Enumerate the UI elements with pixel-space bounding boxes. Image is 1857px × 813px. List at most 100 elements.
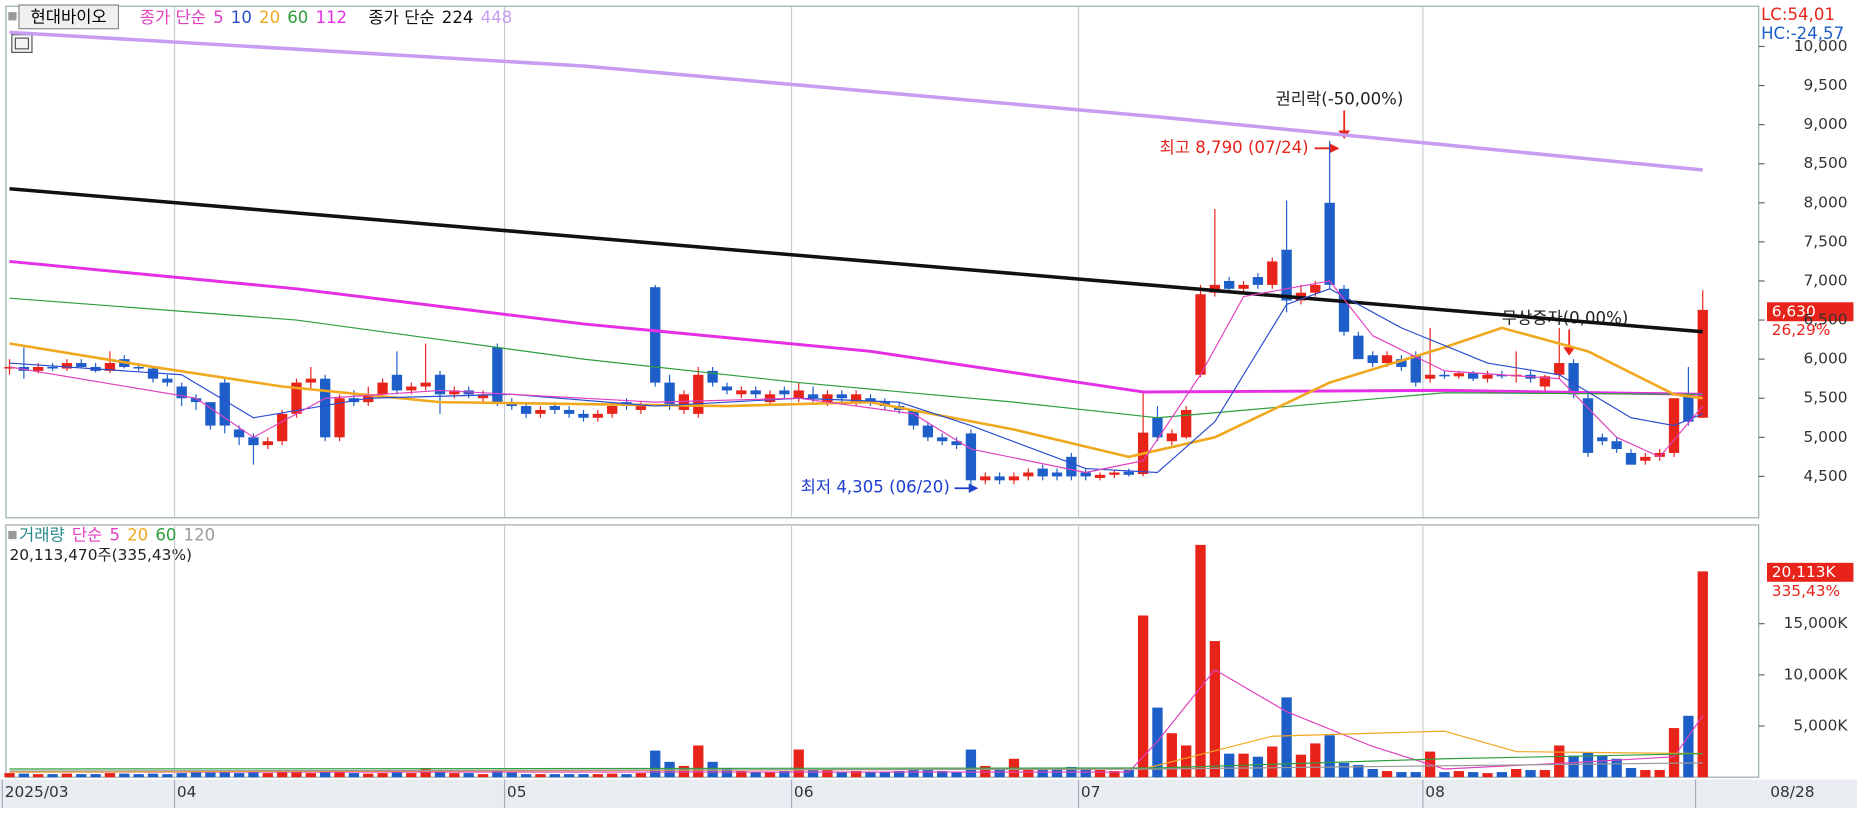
y-tick-label: 4,500 — [1804, 467, 1848, 485]
y-tick-label: 7,500 — [1804, 232, 1848, 250]
volume-bar — [1625, 767, 1637, 778]
volume-bar — [1654, 770, 1665, 778]
volume-bar — [1252, 756, 1264, 778]
candle-body — [248, 437, 259, 446]
volume-bar — [1310, 743, 1321, 778]
volume-bar — [1410, 772, 1421, 778]
volume-bar — [779, 771, 790, 778]
moving-average — [9, 280, 1704, 474]
candle-body — [47, 366, 58, 369]
candle-body — [1597, 437, 1608, 442]
volume-bar — [1094, 770, 1106, 778]
volume-average — [9, 669, 1704, 773]
volume-bar — [492, 770, 503, 778]
volume-bar — [1683, 715, 1694, 778]
volume-bar — [850, 771, 862, 778]
legend-entry: 10 — [231, 8, 252, 27]
volume-bar — [822, 770, 833, 778]
volume-bar — [1353, 764, 1364, 778]
volume-bar — [1381, 771, 1393, 778]
stock-button[interactable] — [18, 4, 120, 30]
legend-entry: 112 — [315, 8, 347, 27]
candle-body — [1051, 472, 1063, 477]
volume-bar — [506, 772, 517, 778]
volume-bar — [807, 769, 819, 778]
legend-entry: 20 — [127, 525, 148, 544]
moving-average — [9, 288, 1703, 474]
volume-bar — [348, 773, 360, 778]
candle-body — [578, 413, 589, 418]
volume-bar — [233, 773, 245, 778]
candle-body — [678, 394, 690, 410]
volume-bar — [377, 773, 388, 778]
candle-body — [1353, 335, 1364, 360]
legend-label: 단순 — [72, 525, 103, 544]
legend: 거래량 단순 5 20 60 120 — [19, 525, 215, 544]
volume-bar — [1281, 697, 1292, 778]
y-tick-label: 5,000K — [1793, 717, 1848, 735]
candle-body — [1080, 472, 1091, 477]
legend-label: 종가 단순 — [368, 8, 434, 27]
volume-bar — [549, 774, 560, 778]
candle-body — [1008, 476, 1020, 481]
volume-bar — [176, 773, 187, 778]
volume-average — [9, 762, 1703, 772]
candle-body — [276, 413, 288, 442]
volume-bar — [836, 772, 847, 778]
volume-bar — [320, 770, 331, 778]
volume-bar — [33, 774, 44, 778]
candle-body — [1023, 472, 1034, 477]
x-tick-label: 04 — [177, 783, 197, 801]
volume-bar — [1525, 770, 1536, 778]
volume-bar — [535, 774, 546, 778]
stock-name[interactable]: 현대바이오 — [31, 8, 107, 27]
candle-body — [104, 363, 116, 371]
candle-body — [1654, 452, 1665, 457]
candle-body — [1410, 355, 1421, 383]
volume-bar — [1496, 772, 1508, 778]
annotation: 권리락(-50,00%) — [1276, 89, 1404, 108]
candle-body — [1037, 468, 1048, 477]
volume-bar — [1568, 755, 1579, 778]
volume-bar — [477, 774, 489, 778]
y-tick-label: 6,500 — [1804, 311, 1848, 329]
volume-bar — [1137, 615, 1149, 778]
candle-body — [736, 390, 747, 395]
legend-entry: 5 — [213, 8, 224, 27]
volume-bar — [1295, 754, 1307, 778]
volume-bar — [47, 774, 58, 778]
y-tick-label: 10,000K — [1784, 665, 1849, 683]
candle-body — [420, 382, 431, 387]
x-tick-label: 2025/03 — [5, 783, 69, 801]
volume-bar — [1453, 771, 1464, 778]
candle-body — [1238, 284, 1249, 289]
volume-bar — [248, 772, 259, 778]
volume-bar — [951, 772, 962, 778]
candle-body — [1310, 284, 1321, 293]
candle-body — [190, 398, 202, 403]
legend-entry: 60 — [287, 8, 308, 27]
x-tick-label: 08/28 — [1770, 783, 1814, 801]
volume-bar — [965, 749, 977, 778]
y-tick-label: 7,000 — [1804, 271, 1848, 289]
y-tick-label: 6,000 — [1804, 350, 1848, 368]
volume-bar — [693, 745, 704, 778]
candle-body — [650, 287, 661, 383]
price-badge — [1766, 302, 1854, 322]
legend-box — [8, 12, 17, 21]
volume-bar — [133, 774, 144, 778]
legend-entry: 20 — [259, 8, 280, 27]
volume-bar — [190, 772, 202, 778]
volume-bar — [104, 773, 116, 778]
candle-body — [147, 368, 159, 379]
candle-body — [1152, 417, 1163, 438]
volume-bar — [1439, 772, 1450, 778]
x-tick-label: 05 — [507, 783, 527, 801]
volume-bar — [1367, 769, 1378, 778]
candle-body — [4, 366, 15, 369]
candle-body — [1281, 249, 1292, 301]
x-tick-label: 07 — [1081, 783, 1101, 801]
volume-bar — [1511, 769, 1522, 778]
